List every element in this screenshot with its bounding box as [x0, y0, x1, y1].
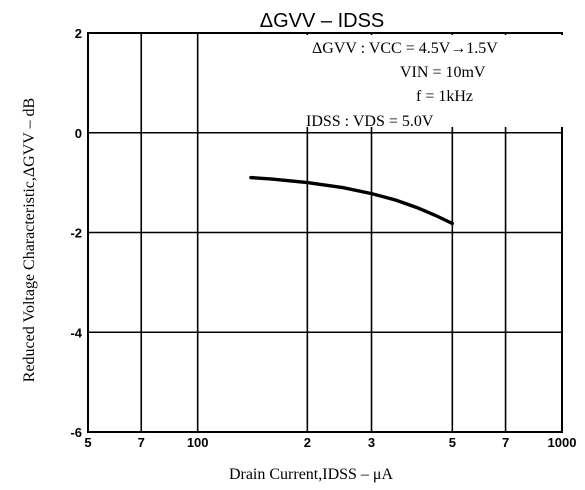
condition-2: VIN = 10mV [400, 64, 486, 81]
y-tick-label: 0 [75, 126, 82, 141]
condition-3: f = 1kHz [416, 88, 473, 105]
x-tick-labels: 5 7 100 2 3 5 7 1000 [84, 435, 576, 450]
x-tick-label: 7 [138, 435, 145, 450]
chart-title: ΔGVV – IDSS [260, 10, 385, 32]
x-tick-label: 5 [84, 435, 91, 450]
x-tick-label: 3 [368, 435, 375, 450]
y-tick-label: -6 [70, 425, 82, 440]
x-tick-label: 1000 [548, 435, 577, 450]
series [249, 175, 454, 226]
y-axis-label: Reduced Voltage Characteristic,ΔGVV – dB [21, 98, 38, 382]
y-tick-label: -2 [70, 226, 82, 241]
x-tick-label: 7 [502, 435, 509, 450]
y-tick-label: -4 [70, 325, 82, 340]
x-axis-label: Drain Current,IDSS – μA [229, 466, 394, 483]
y-tick-label: 2 [75, 26, 82, 41]
x-tick-label: 100 [187, 435, 209, 450]
x-tick-label: 5 [449, 435, 456, 450]
y-tick-labels: 2 0 -2 -4 -6 [70, 26, 82, 440]
condition-4: IDSS : VDS = 5.0V [306, 113, 434, 130]
plot-frame [87, 32, 563, 433]
x-tick-label: 2 [304, 435, 311, 450]
series-line [249, 175, 454, 226]
conditions-box-bg [305, 35, 573, 127]
condition-1: ΔGVV : VCC = 4.5V→1.5V [312, 40, 498, 57]
